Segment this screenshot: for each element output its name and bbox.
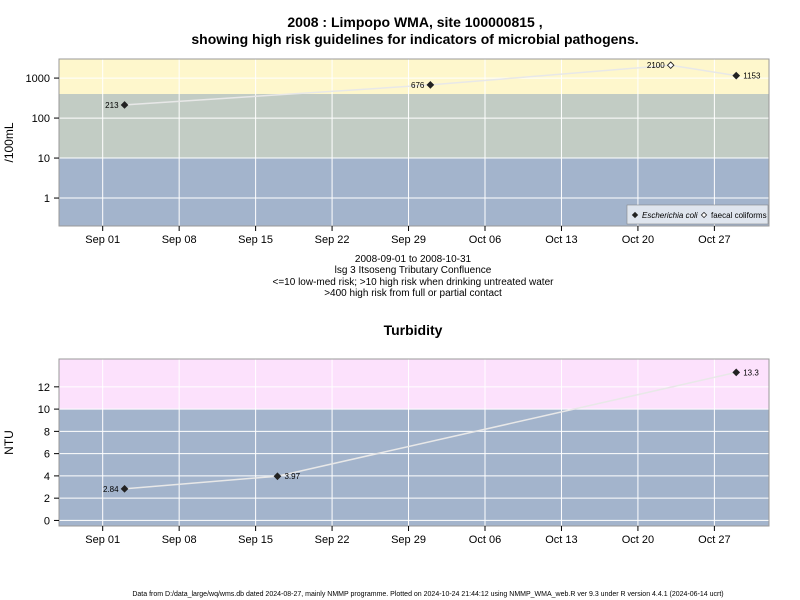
x-tick-label: Sep 22 [315, 234, 350, 246]
y-tick-label: 8 [44, 426, 50, 438]
x-tick-label: Sep 01 [85, 534, 120, 546]
plot-frame [58, 58, 770, 227]
band-0 [59, 359, 769, 410]
data-label: 213 [105, 101, 119, 110]
data-point [732, 71, 741, 80]
y-tick-label: 12 [38, 382, 50, 394]
y-tick-label: 100 [32, 113, 50, 125]
legend-box [626, 204, 769, 225]
y-tick-label: 0 [44, 515, 50, 527]
plot-frame [58, 358, 770, 527]
x-tick-label: Oct 27 [698, 534, 730, 546]
x-tick-label: Oct 06 [469, 234, 501, 246]
series-line [124, 64, 737, 106]
x-tick-label: Oct 20 [622, 234, 654, 246]
data-point [273, 472, 282, 481]
data-label: 1153 [743, 72, 761, 81]
data-point [426, 81, 435, 89]
x-tick-label: Sep 29 [391, 234, 426, 246]
chart-title-line2: showing high risk guidelines for indicat… [191, 31, 638, 47]
x-tick-label: Sep 08 [162, 534, 197, 546]
data-point [732, 368, 741, 377]
y-tick-label: 10 [38, 404, 50, 416]
microbial-panel: Sep 01 Sep 08 Sep 15 Sep 22 Sep 29 Oct 06 Oct … [2, 58, 770, 246]
data-point [120, 484, 129, 493]
data-label: 2100 [647, 61, 665, 70]
x-tick-label: Oct 06 [469, 534, 501, 546]
y-axis-title: /100mL [2, 122, 16, 162]
turbidity-panel: Sep 01 Sep 08 Sep 15 Sep 22 Sep 29 Oct 06 Oct … [2, 358, 770, 546]
data-label: 3.97 [284, 472, 300, 481]
x-tick-label: Sep 22 [315, 534, 350, 546]
y-tick-label: 2 [44, 493, 50, 505]
legend-entry: faecal coliforms [711, 211, 767, 220]
x-tick-label: Oct 20 [622, 534, 654, 546]
chart-title-line1: 2008 : Limpopo WMA, site 100000815 , [287, 14, 542, 30]
panel-subtitle-date-range: 2008-09-01 to 2008-10-31 [355, 254, 472, 265]
footer-note: Data from D:/data_large/wq/wms.db dated … [132, 591, 723, 598]
data-label: 13.3 [743, 368, 759, 377]
band-1 [59, 409, 769, 526]
data-point [120, 101, 129, 109]
panel-subtitle-site: lsg 3 Itsoseng Tributary Confluence [335, 265, 492, 276]
y-tick-label: 4 [44, 471, 50, 483]
turbidity-title: Turbidity [384, 322, 443, 338]
x-tick-label: Oct 13 [545, 234, 577, 246]
y-tick-label: 10 [38, 153, 50, 165]
data-point [666, 61, 675, 70]
band-0 [59, 59, 769, 94]
data-label: 2.84 [103, 485, 119, 494]
y-axis-title: NTU [2, 430, 16, 455]
y-tick-label: 1 [44, 193, 50, 205]
y-tick-label: 1000 [26, 73, 50, 85]
x-tick-label: Oct 13 [545, 534, 577, 546]
x-tick-label: Sep 29 [391, 534, 426, 546]
legend-marker [631, 211, 639, 219]
x-tick-label: Sep 15 [238, 534, 273, 546]
legend: Escherichia coli faecal coliforms [626, 204, 769, 225]
legend-entry: Escherichia coli [642, 211, 698, 220]
x-tick-label: Oct 27 [698, 234, 730, 246]
y-tick-label: 6 [44, 449, 50, 461]
legend-marker [700, 211, 708, 219]
x-tick-label: Sep 15 [238, 234, 273, 246]
data-label: 676 [411, 81, 425, 90]
band-1 [59, 93, 769, 159]
x-tick-label: Sep 01 [85, 234, 120, 246]
panel-subtitle-guideline-contact: >400 high risk from full or partial cont… [324, 288, 502, 299]
panel-subtitle-guideline-drinking: <=10 low-med risk; >10 high risk when dr… [273, 277, 555, 288]
x-tick-label: Sep 08 [162, 234, 197, 246]
